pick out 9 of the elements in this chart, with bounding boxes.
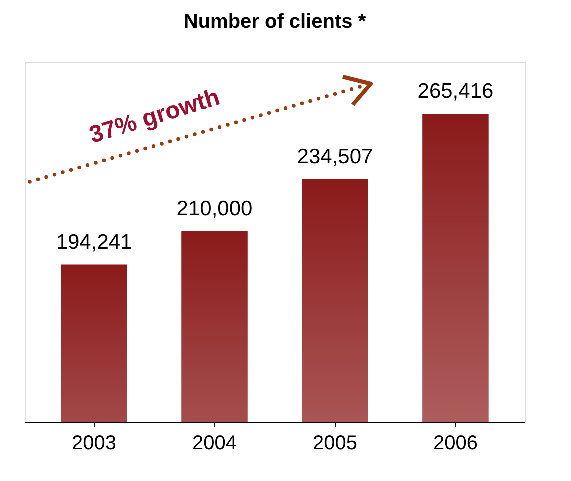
x-tick-label: 2004 bbox=[192, 432, 238, 454]
data-label: 265,416 bbox=[418, 80, 494, 104]
data-label: 210,000 bbox=[176, 197, 253, 220]
chart-title: Number of clients * bbox=[184, 11, 366, 33]
x-tick-label: 2003 bbox=[72, 432, 117, 454]
data-label: 234,507 bbox=[297, 146, 374, 169]
x-tick-label: 2006 bbox=[433, 432, 478, 454]
data-label: 194,241 bbox=[56, 230, 132, 254]
x-tick-label: 2005 bbox=[312, 432, 358, 454]
